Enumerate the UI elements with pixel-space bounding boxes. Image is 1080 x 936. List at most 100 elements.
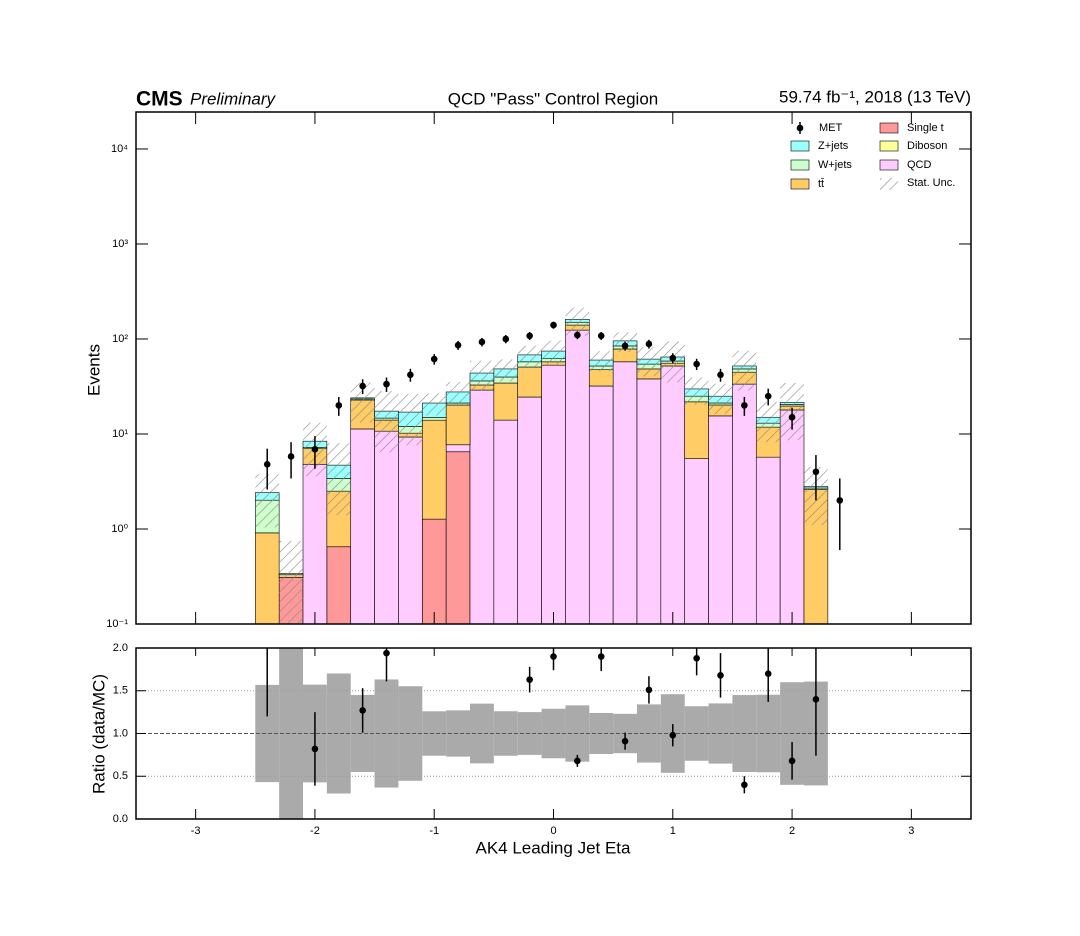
data-point [430,355,438,363]
chart-title: QCD "Pass" Control Region [448,89,658,108]
ratio-point [359,707,366,714]
stack-segment [588,369,614,387]
y-axis-title: Events [84,344,103,396]
legend-label: tt̄ [818,178,824,190]
stat-unc [398,393,423,446]
stack-segment [445,451,471,624]
legend-label: Single t [907,122,944,134]
stack-segment [755,456,781,624]
ratio-unc-band [398,686,423,781]
y-tick-label: 10¹ [112,428,128,440]
legend-marker [796,124,804,132]
experiment: CMS [136,88,183,111]
ratio-point [717,672,724,679]
stack-segment [684,401,709,459]
ratio-unc-band [279,648,303,819]
data-point [764,392,772,400]
data-point [621,342,629,350]
status: Preliminary [190,89,277,108]
legend-swatch [879,159,899,171]
ratio-tick-label: 2.0 [113,642,128,654]
data-point [717,371,724,379]
stack-segment [445,444,471,453]
ratio-point [574,757,581,765]
ratio-point [741,781,748,789]
y-tick-label: 10⁰ [111,523,128,535]
data-point [645,340,653,348]
stack-segment [636,378,662,624]
ratio-frame [135,647,972,820]
ratio-point [621,737,629,745]
y-tick-label: 10² [112,333,128,345]
legend-swatch [790,140,810,152]
stat-unc [326,443,351,516]
ratio-point [383,649,390,657]
ratio-unc-band [446,710,470,757]
stack-segment [565,329,590,624]
stack-segment [684,458,709,624]
stat-unc [279,540,303,624]
x-tick-label: -2 [310,825,320,837]
stat-unc [517,345,542,367]
data-point [359,382,366,390]
legend-label: W+jets [818,159,852,171]
stack-segment [660,365,686,624]
stack-segment [541,364,566,624]
stack-segment [612,361,638,624]
stack-segment [493,419,519,624]
stat-unc [708,383,733,415]
stat-unc [756,401,781,443]
y-tick-label: 10⁴ [111,143,128,155]
ratio-point [764,670,772,677]
data-point [836,497,844,504]
data-point [263,460,271,468]
legend-label: Z+jets [818,140,849,152]
ratio-unc-band [422,711,447,756]
ratio-point [812,696,820,703]
data-point [478,338,486,346]
stack-segment [374,430,399,624]
ratio-point [693,654,700,662]
data-point [407,371,414,379]
data-point [311,445,319,453]
legend-swatch [880,178,898,190]
ratio-point [645,686,653,694]
legend-swatch [879,140,899,152]
x-tick-label: 0 [550,825,556,837]
ratio-tick-label: 1.5 [113,685,128,697]
stat-unc [350,382,375,423]
main-frame [135,111,972,625]
legend-swatch [790,178,810,190]
stack-segment [517,396,542,624]
stack-segment [445,404,471,446]
ratio-point [526,676,533,683]
stack-segment [421,518,447,624]
legend: MET Single t Diboson QCD tt̄ W+jets Z+jets Stat… [790,122,955,190]
x-axis-title: AK4 Leading Jet Eta [475,838,631,857]
stack-segment [517,366,542,398]
ratio-point [788,757,796,765]
data-point [812,468,820,476]
legend-label: Stat. Unc. [907,177,955,189]
data-point [693,360,700,368]
data-point [741,402,748,409]
ratio-axis-title: Ratio (data/MC) [89,674,108,794]
x-tick-label: -3 [191,825,201,837]
data-point [335,402,343,409]
ratio-tick-label: 1.0 [113,727,128,739]
stat-unc [374,390,399,453]
data-point [287,453,295,460]
legend-swatch [790,159,810,171]
legend-swatch [879,122,899,134]
data-point [502,335,510,343]
x-tick-label: 1 [670,825,676,837]
lumi-label: 59.74 fb⁻¹, 2018 (13 TeV) [779,87,971,106]
ratio-point [669,731,677,739]
stack-segment [469,389,495,624]
stack-segment [493,382,519,421]
stat-unc [637,347,661,377]
stack-segment [732,383,757,624]
legend-label: Diboson [907,140,947,152]
data-point [597,332,605,340]
ratio-unc-band [326,673,351,794]
